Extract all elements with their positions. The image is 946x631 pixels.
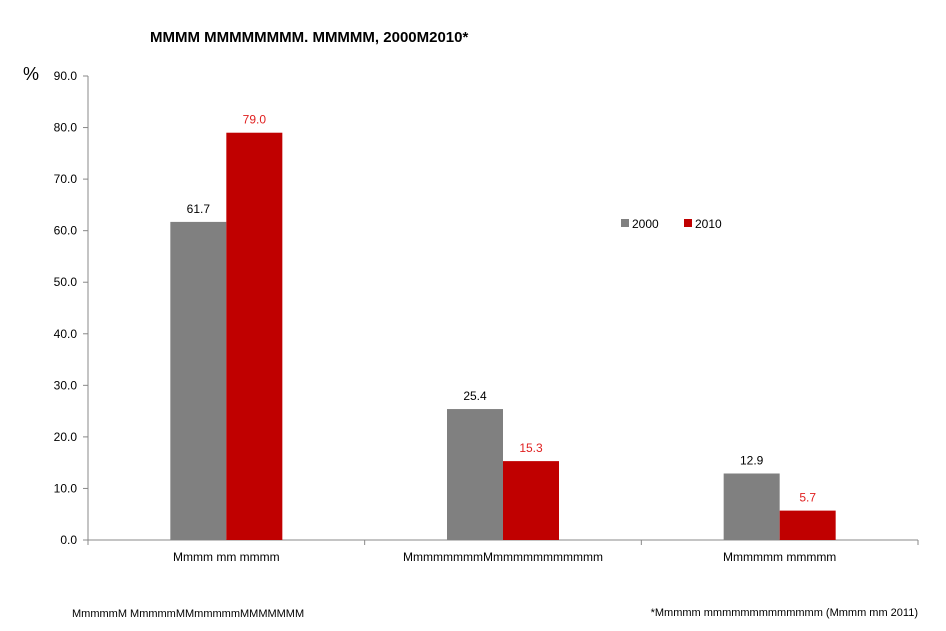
bar-2000 [447, 409, 503, 540]
data-label-2000: 61.7 [187, 202, 211, 216]
y-axis-label: % [23, 64, 39, 84]
chart-title: MMMM MMMMMMMM. MMMMM, 2000M2010* [150, 29, 468, 46]
axes: 0.0 10.0 20.0 30.0 40.0 50.0 60.0 70.0 80.0 90.0 M… [54, 69, 919, 564]
data-label-2010: 5.7 [799, 491, 816, 505]
y-tick-label: 50.0 [54, 275, 78, 289]
legend: 2000 2010 [621, 217, 722, 231]
data-label-2000: 25.4 [463, 389, 487, 403]
x-tick-label: MmmmmmmmMmmmmmmmmmmm [403, 550, 603, 564]
bar-2000 [723, 473, 780, 540]
source-note: MmmmmM MmmmmMMmmmmmMMMMMMM [72, 608, 304, 620]
y-tick-label: 60.0 [54, 224, 78, 238]
bar-2010 [226, 132, 283, 540]
bar-2000 [170, 221, 227, 540]
y-tick-label: 70.0 [54, 172, 78, 186]
bars: 61.7 79.0 25.4 15.3 12.9 5.7 [170, 113, 836, 540]
data-label-2010: 79.0 [243, 113, 267, 127]
data-label-2010: 15.3 [519, 441, 543, 455]
data-label-2000: 12.9 [740, 453, 764, 467]
y-tick-label: 10.0 [54, 481, 78, 495]
y-tick-label: 20.0 [54, 430, 78, 444]
x-tick-label: Mmmm mm mmmm [173, 550, 280, 564]
legend-swatch-2010 [684, 219, 692, 227]
y-tick-label: 90.0 [54, 69, 78, 83]
footnote: *Mmmmm mmmmmmmmmmmmm (Mmmm mm 2011) [651, 607, 918, 619]
legend-label-2010: 2010 [695, 217, 722, 231]
bar-2010 [779, 510, 836, 540]
y-tick-label: 40.0 [54, 327, 78, 341]
y-tick-label: 0.0 [60, 533, 77, 547]
x-tick-label: Mmmmmm mmmmm [723, 550, 836, 564]
legend-label-2000: 2000 [632, 217, 659, 231]
y-tick-label: 30.0 [54, 378, 78, 392]
legend-swatch-2000 [621, 219, 629, 227]
y-tick-label: 80.0 [54, 121, 78, 135]
bar-2010 [503, 461, 559, 540]
